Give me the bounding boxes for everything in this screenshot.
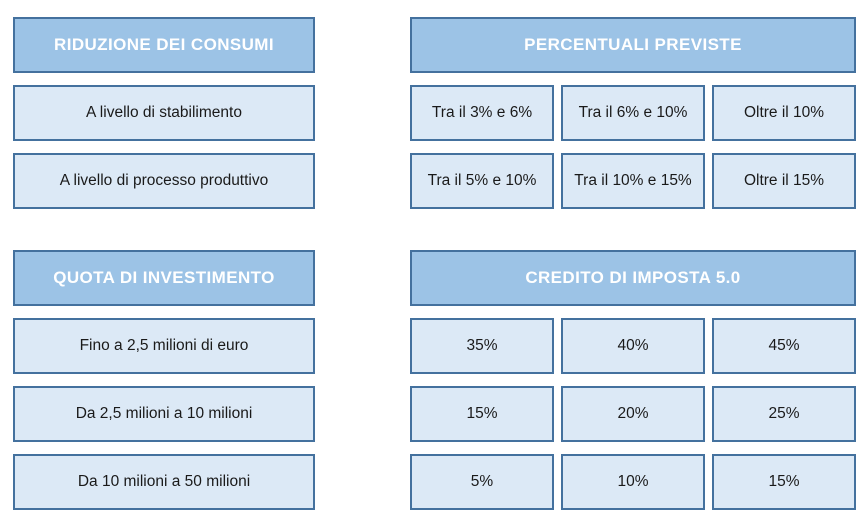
expected-percentages-column: PERCENTUALI PREVISTE Tra il 3% e 6% Tra … [410,17,856,209]
tax-credit-cell: 40% [561,318,705,374]
percentage-range-cell: Tra il 10% e 15% [561,153,705,209]
investment-share-header: QUOTA DI INVESTIMENTO [13,250,315,306]
consumption-level-cell: A livello di stabilimento [13,85,315,141]
tax-credit-cell: 10% [561,454,705,510]
investment-share-column: QUOTA DI INVESTIMENTO Fino a 2,5 milioni… [13,250,315,510]
tax-credit-column: CREDITO DI IMPOSTA 5.0 35% 40% 45% 15% 2… [410,250,856,510]
percentage-range-cell: Tra il 3% e 6% [410,85,554,141]
percentage-range-cell: Oltre il 10% [712,85,856,141]
consumption-reduction-header: RIDUZIONE DEI CONSUMI [13,17,315,73]
consumption-reduction-column: RIDUZIONE DEI CONSUMI A livello di stabi… [13,17,315,209]
investment-tier-cell: Da 10 milioni a 50 milioni [13,454,315,510]
tax-credit-grid: 35% 40% 45% 15% 20% 25% 5% 10% 15% [410,318,856,510]
tax-credit-cell: 15% [410,386,554,442]
tax-credit-header: CREDITO DI IMPOSTA 5.0 [410,250,856,306]
consumption-level-cell: A livello di processo produttivo [13,153,315,209]
expected-percentages-header: PERCENTUALI PREVISTE [410,17,856,73]
expected-percentages-grid: Tra il 3% e 6% Tra il 6% e 10% Oltre il … [410,85,856,209]
investment-tier-cell: Fino a 2,5 milioni di euro [13,318,315,374]
consumption-reduction-section: RIDUZIONE DEI CONSUMI A livello di stabi… [0,0,868,209]
percentage-range-cell: Tra il 5% e 10% [410,153,554,209]
tax-credit-cell: 20% [561,386,705,442]
tax-credit-cell: 25% [712,386,856,442]
tax-credit-cell: 45% [712,318,856,374]
investment-tier-cell: Da 2,5 milioni a 10 milioni [13,386,315,442]
percentage-range-cell: Oltre il 15% [712,153,856,209]
percentage-range-cell: Tra il 6% e 10% [561,85,705,141]
tax-credit-cell: 5% [410,454,554,510]
tax-credit-cell: 35% [410,318,554,374]
investment-tax-credit-section: QUOTA DI INVESTIMENTO Fino a 2,5 milioni… [0,209,868,510]
tax-credit-cell: 15% [712,454,856,510]
